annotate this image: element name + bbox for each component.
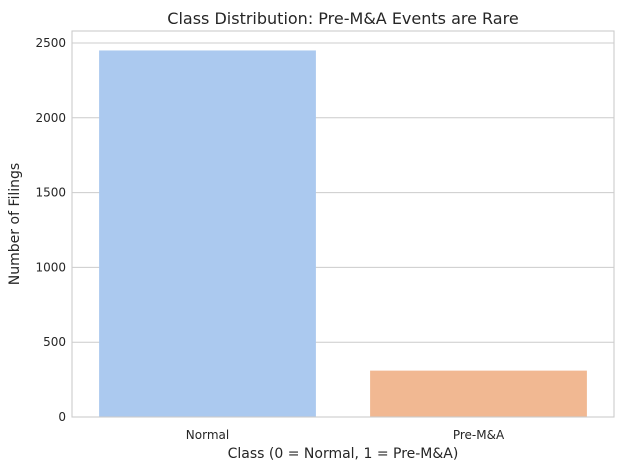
- y-axis-label: Number of Filings: [7, 163, 23, 285]
- x-axis-label: Class (0 = Normal, 1 = Pre-M&A): [228, 446, 459, 462]
- y-tick-label: 1000: [35, 260, 66, 274]
- plot-frame: [71, 30, 615, 418]
- y-tick-label: 500: [43, 335, 66, 349]
- y-tick-label: 0: [58, 410, 66, 424]
- bar-pre-m-a: [370, 370, 587, 417]
- bars: [99, 50, 587, 417]
- x-tick-labels: Normal Pre-M&A: [186, 428, 505, 442]
- bar-normal: [99, 50, 316, 417]
- y-tick-label: 1500: [35, 186, 66, 200]
- y-tick-labels: 0 500 1000 1500 2000 2500: [35, 36, 66, 424]
- x-tick-label: Pre-M&A: [453, 428, 505, 442]
- y-tick-label: 2500: [35, 36, 66, 50]
- y-tick-label: 2000: [35, 111, 66, 125]
- x-tick-label: Normal: [186, 428, 229, 442]
- chart-title: Class Distribution: Pre-M&A Events are R…: [167, 9, 518, 28]
